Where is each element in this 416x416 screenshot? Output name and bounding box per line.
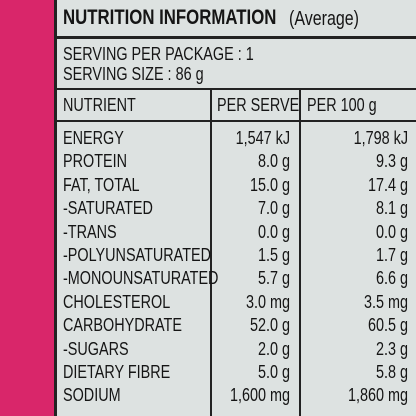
rule <box>57 120 416 122</box>
per-100g: 5.8 g <box>375 362 408 382</box>
title: NUTRITION INFORMATION <box>63 6 277 29</box>
nutrient: -SUGARS <box>63 338 129 359</box>
per-serve: 8.0 g <box>257 151 290 172</box>
per-100g: 2.3 g <box>375 338 408 359</box>
nutrient: PROTEIN <box>63 151 128 172</box>
rule <box>57 88 416 90</box>
per-serve: 52.0 g <box>249 315 290 336</box>
per-100g: 8.1 g <box>375 198 408 219</box>
serving-line: SERVING SIZE : 86 g <box>63 64 204 84</box>
nutrient: ENERGY <box>63 128 124 148</box>
per-serve: 15.0 g <box>249 174 290 195</box>
per-100g: 1,860 mg <box>347 385 408 406</box>
nutrient: CHOLESTEROL <box>63 291 171 312</box>
nutrient: DIETARY FIBRE <box>63 362 171 382</box>
column-rule <box>299 88 301 416</box>
per-100g: 3.5 mg <box>363 291 408 312</box>
per-100g: 17.4 g <box>367 174 408 195</box>
per-serve: 2.0 g <box>257 338 290 359</box>
per-serve: 5.0 g <box>257 362 290 382</box>
rule <box>57 36 416 39</box>
per-100g: 1.7 g <box>375 245 408 265</box>
per-serve: 7.0 g <box>257 198 290 219</box>
per-100g: 6.6 g <box>375 268 408 289</box>
nutrient: SODIUM <box>63 385 121 406</box>
nutrient: CARBOHYDRATE <box>63 315 182 336</box>
nutrient: -SATURATED <box>63 198 153 219</box>
per-100g: 60.5 g <box>367 315 408 336</box>
per-serve: 1.5 g <box>257 245 290 265</box>
per-serve: 1,547 kJ <box>235 128 290 148</box>
column-rule <box>210 88 212 416</box>
column-header: PER SERVE <box>217 95 300 115</box>
nutrition-panel: NUTRITION INFORMATION (Average) SERVING … <box>54 0 416 416</box>
per-serve: 3.0 mg <box>245 291 290 312</box>
serving-line: SERVING PER PACKAGE : 1 <box>63 44 254 64</box>
nutrient: -TRANS <box>63 221 117 242</box>
per-100g: 9.3 g <box>375 151 408 172</box>
per-serve: 1,600 mg <box>229 385 290 406</box>
nutrient: -POLYUNSATURATED <box>63 245 212 265</box>
per-serve: 0.0 g <box>257 221 290 242</box>
nutrient: FAT, TOTAL <box>63 174 140 195</box>
column-header: PER 100 g <box>307 95 377 115</box>
per-serve: 5.7 g <box>257 268 290 289</box>
column-header: NUTRIENT <box>63 95 136 115</box>
per-100g: 1,798 kJ <box>353 128 408 148</box>
subtitle: (Average) <box>289 8 359 30</box>
nutrient: -MONOUNSATURATED <box>63 268 219 289</box>
per-100g: 0.0 g <box>375 221 408 242</box>
